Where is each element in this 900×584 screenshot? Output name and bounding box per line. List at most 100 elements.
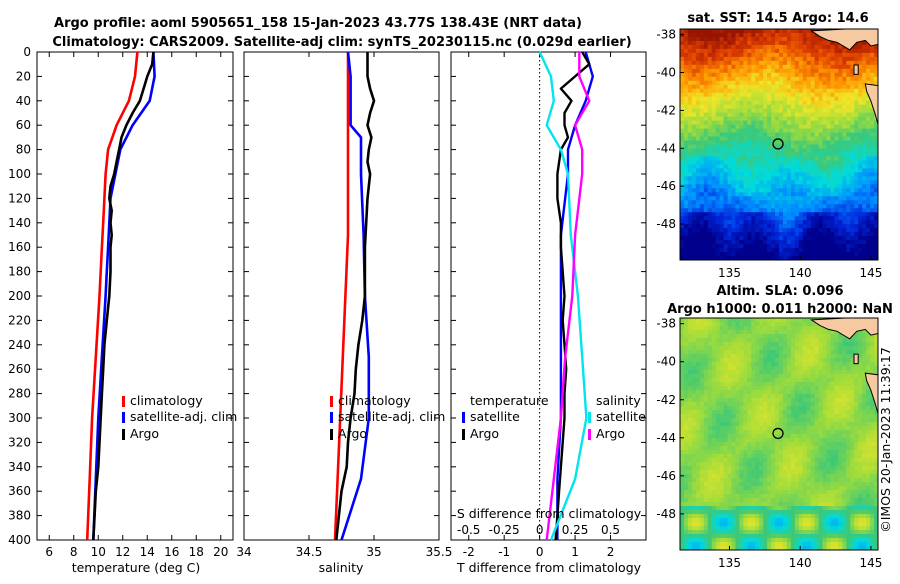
legend-satellite-adj: satellite-adj. clim: [338, 409, 445, 424]
legend-satellite-adj-swatch: [330, 412, 333, 423]
legend-salinity-title: salinity: [596, 393, 641, 408]
legend-s-argo-swatch: [588, 429, 591, 440]
sla-map-title-line1: Altim. SLA: 0.096: [717, 284, 844, 299]
imos-timestamp: ©IMOS 20-Jan-2023 11:39:17: [878, 347, 893, 533]
legend-argo: Argo: [130, 426, 159, 441]
legend-s-argo: Argo: [596, 426, 625, 441]
map-y-tick-label: -46: [656, 179, 676, 193]
plot-frame: [37, 52, 233, 540]
map-y-tick-label: -44: [656, 431, 676, 445]
difference-panel: -2 -1 0 1 2 -0.5 -0.25 0 0.25 0.5 temperaturesatel…: [451, 52, 646, 559]
map-y-tick-label: -40: [656, 66, 676, 80]
y-tick-label: 200: [8, 289, 31, 303]
x-tick-label: 35: [366, 545, 381, 559]
map-x-tick-label: 145: [859, 556, 882, 570]
land-king-island: [854, 65, 858, 74]
x-tick-label: 35.5: [426, 545, 453, 559]
y-tick-label: 140: [8, 216, 31, 230]
top-x-tick-label: -0.25: [489, 523, 520, 537]
map-y-tick-label: -38: [656, 317, 676, 331]
x-tick-label: 34: [236, 545, 251, 559]
plot-frame: [244, 52, 439, 540]
y-tick-label: 100: [8, 167, 31, 181]
x-tick-label: -2: [463, 545, 475, 559]
map-x-tick-label: 140: [789, 266, 812, 280]
land-king-island: [854, 354, 858, 364]
y-tick-label: 260: [8, 362, 31, 376]
legend-climatology: climatology: [130, 393, 203, 408]
map-y-tick-label: -40: [656, 355, 676, 369]
x-tick-label: 18: [189, 545, 204, 559]
y-tick-label: 80: [16, 143, 31, 157]
map-y-tick-label: -46: [656, 469, 676, 483]
map-x-tick-label: 135: [718, 266, 741, 280]
legend-argo-swatch: [330, 429, 333, 440]
x-tick-label: -1: [498, 545, 510, 559]
legend-climatology-swatch: [330, 396, 333, 407]
legend-t-satellite: satellite: [470, 409, 520, 424]
map-y-tick-label: -42: [656, 103, 676, 117]
legend-argo-swatch: [122, 429, 125, 440]
legend-t-satellite-swatch: [462, 412, 465, 423]
figure-title-line2: Climatology: CARS2009. Satellite-adj cli…: [52, 35, 631, 50]
y-tick-label: 160: [8, 240, 31, 254]
y-tick-label: 340: [8, 460, 31, 474]
y-tick-label: 300: [8, 411, 31, 425]
legend-climatology: climatology: [338, 393, 411, 408]
y-tick-label: 360: [8, 484, 31, 498]
sst-map-title: sat. SST: 14.5 Argo: 14.6: [687, 11, 868, 26]
x-tick-label: 8: [70, 545, 78, 559]
y-tick-label: 60: [16, 118, 31, 132]
y-tick-label: 0: [23, 45, 31, 59]
legend-t-argo: Argo: [470, 426, 499, 441]
map-y-tick-label: -38: [656, 28, 676, 42]
map-y-tick-label: -48: [656, 507, 676, 521]
legend-climatology-swatch: [122, 396, 125, 407]
top-x-tick-label: 0.5: [601, 523, 620, 537]
legend-t-argo-swatch: [462, 429, 465, 440]
map-x-tick-label: 145: [859, 266, 882, 280]
x-tick-label: 34.5: [296, 545, 323, 559]
y-tick-label: 400: [8, 533, 31, 547]
y-tick-label: 380: [8, 509, 31, 523]
y-tick-label: 240: [8, 338, 31, 352]
difference-xlabel-top: S difference from climatology: [457, 506, 642, 521]
x-tick-label: 12: [115, 545, 130, 559]
top-x-tick-label: 0.25: [562, 523, 589, 537]
legend-satellite-adj: satellite-adj. clim: [130, 409, 237, 424]
legend-argo: Argo: [338, 426, 367, 441]
y-tick-label: 120: [8, 191, 31, 205]
x-tick-label: 16: [164, 545, 179, 559]
legend-temperature-title: temperature: [470, 393, 549, 408]
y-tick-label: 40: [16, 94, 31, 108]
map-x-tick-label: 140: [789, 556, 812, 570]
figure-title-line1: Argo profile: aoml 5905651_158 15-Jan-20…: [54, 16, 582, 31]
top-x-tick-label: 0: [536, 523, 544, 537]
x-tick-label: 0: [536, 545, 544, 559]
x-tick-label: 20: [213, 545, 228, 559]
x-tick-label: 10: [91, 545, 106, 559]
plot-frame: [451, 52, 646, 540]
y-tick-label: 320: [8, 435, 31, 449]
x-tick-label: 6: [45, 545, 53, 559]
salinity-xlabel: salinity: [319, 560, 364, 575]
map-field: [680, 29, 879, 261]
map-field: [680, 318, 879, 551]
y-tick-label: 180: [8, 265, 31, 279]
x-tick-label: 2: [607, 545, 615, 559]
x-tick-label: 14: [140, 545, 155, 559]
map-y-tick-label: -48: [656, 217, 676, 231]
y-tick-label: 280: [8, 387, 31, 401]
x-tick-label: 1: [571, 545, 579, 559]
temperature-xlabel: temperature (deg C): [72, 560, 201, 575]
y-tick-label: 220: [8, 313, 31, 327]
map-x-tick-label: 135: [718, 556, 741, 570]
sla-map-title-line2: Argo h1000: 0.011 h2000: NaN: [667, 302, 893, 317]
top-x-tick-label: -0.5: [457, 523, 480, 537]
y-tick-label: 20: [16, 69, 31, 83]
